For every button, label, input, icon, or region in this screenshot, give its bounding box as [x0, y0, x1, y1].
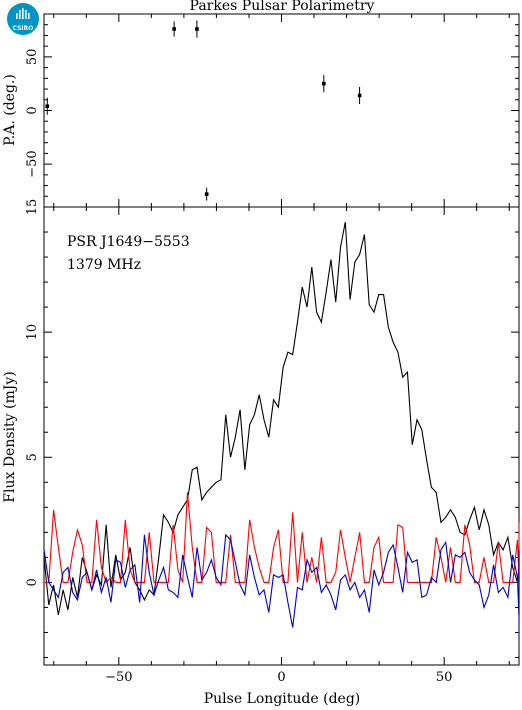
flux-y-tick-label: 15 — [25, 199, 40, 216]
pa-y-tick-label: 50 — [25, 49, 40, 66]
flux-y-axis-title: Flux Density (mJy) — [2, 371, 18, 502]
pa-point — [172, 21, 176, 37]
x-axis-title: Pulse Longitude (deg) — [204, 691, 361, 707]
pa-points — [45, 20, 362, 201]
pa-point — [204, 187, 209, 201]
flux-y-tick-label: 5 — [25, 453, 40, 461]
csiro-logo-text: CSIRO — [13, 25, 34, 32]
flux-x-tick-label: 50 — [436, 670, 453, 685]
pa-point — [45, 97, 50, 115]
pa-y-tick-label: 0 — [25, 106, 40, 114]
pa-marker — [45, 104, 50, 109]
flux-panel-frame — [43, 206, 520, 666]
pa-ticks — [44, 14, 519, 207]
flux-y-tick-label: 10 — [25, 324, 40, 341]
flux-lines — [43, 221, 520, 640]
flux-x-tick-label: 0 — [277, 670, 285, 685]
pa-point — [195, 20, 199, 38]
pa-point — [357, 86, 362, 105]
flux-y-tick-labels: 15 10 5 0 — [25, 199, 40, 587]
flux-x-tick-labels: −50 0 50 — [105, 670, 452, 685]
psr-name-annotation: PSR J1649−5553 — [67, 234, 190, 250]
flux-y-tick-label: 0 — [25, 578, 40, 586]
chart-title: Parkes Pulsar Polarimetry — [190, 0, 375, 14]
pa-y-axis-title: P.A. (deg.) — [2, 74, 18, 146]
pa-panel: 50 0 −50 P.A. (deg.) — [2, 13, 520, 208]
pa-y-tick-labels: 50 0 −50 — [25, 49, 40, 178]
csiro-logo: CSIRO — [7, 3, 39, 35]
frequency-annotation: 1379 MHz — [67, 257, 141, 273]
circular-polarization-line — [43, 533, 520, 640]
pa-marker — [321, 81, 326, 86]
pa-panel-frame — [43, 13, 520, 208]
flux-x-tick-label: −50 — [105, 670, 132, 685]
csiro-logo-bars — [16, 8, 30, 19]
pa-marker — [172, 27, 176, 31]
pa-marker — [204, 192, 209, 196]
pa-y-tick-label: −50 — [25, 150, 40, 177]
flux-ticks — [44, 206, 519, 665]
pa-point — [321, 75, 326, 93]
pa-marker — [357, 93, 362, 98]
pa-marker — [195, 27, 199, 31]
